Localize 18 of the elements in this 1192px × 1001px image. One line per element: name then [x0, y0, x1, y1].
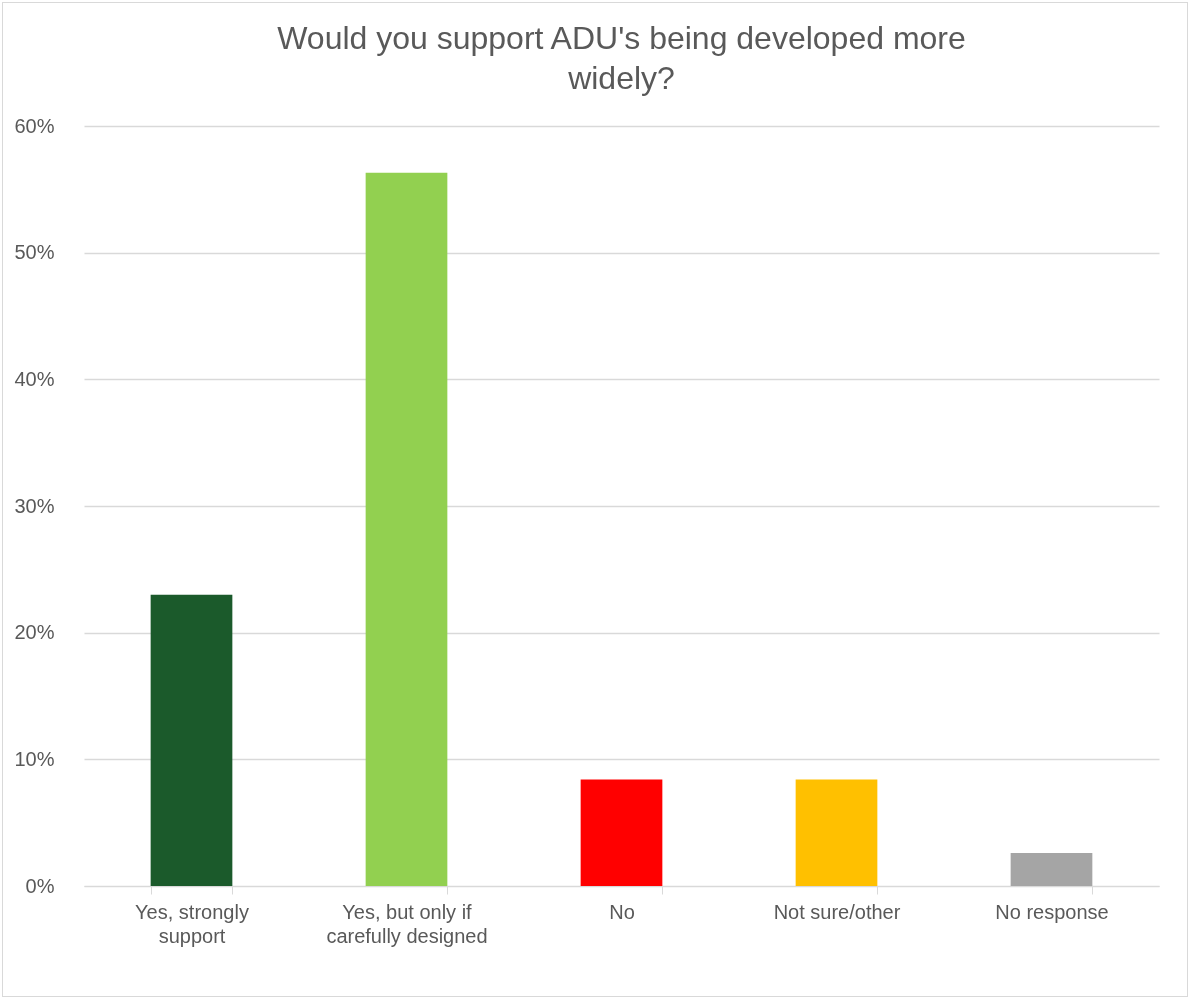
x-tick-label: No response — [995, 900, 1109, 923]
y-tick-label: 60% — [14, 114, 55, 137]
bar — [580, 779, 663, 886]
x-tick-label: No — [609, 900, 635, 923]
y-tick-label: 20% — [14, 621, 55, 644]
y-tick-label: 40% — [14, 367, 55, 390]
x-tick-label: Not sure/other — [773, 900, 901, 923]
y-tick-label: 50% — [14, 241, 55, 264]
y-tick-label: 10% — [14, 747, 55, 770]
x-tick-label: Yes, strongly support — [135, 900, 249, 947]
x-tick-label: Yes, but only if carefully designed — [326, 900, 488, 947]
bar — [1010, 853, 1093, 886]
y-tick-label: 30% — [14, 494, 55, 517]
bar — [365, 172, 448, 886]
bar — [795, 779, 878, 886]
bar — [150, 594, 233, 886]
y-tick-label: 0% — [25, 874, 55, 897]
chart-title: Would you support ADU's being developed more widely? — [277, 20, 966, 96]
